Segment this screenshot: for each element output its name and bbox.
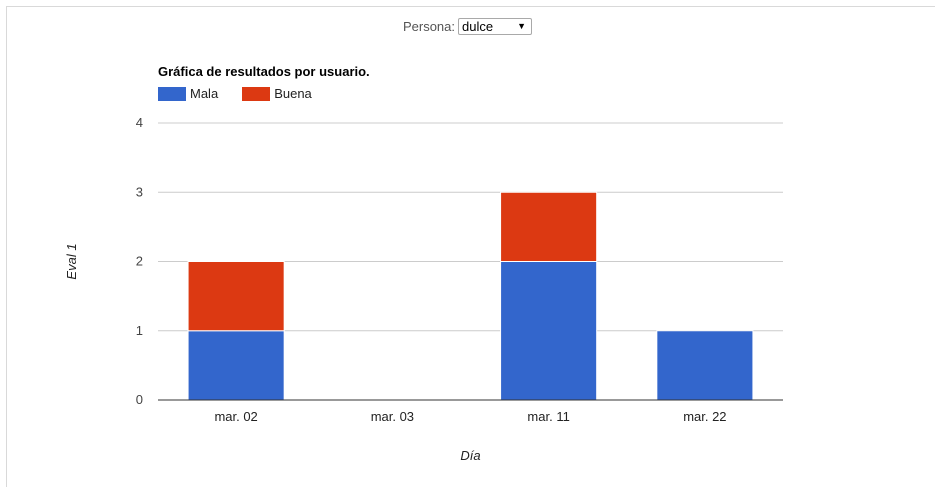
chart-frame xyxy=(6,6,935,487)
y-tick-label: 1 xyxy=(136,323,143,338)
bar-mala-0[interactable] xyxy=(187,330,285,401)
legend-swatch-buena xyxy=(242,86,271,101)
y-tick-label: 0 xyxy=(136,392,143,407)
y-tick-label: 3 xyxy=(136,184,143,199)
chart-title: Gráfica de resultados por usuario. xyxy=(158,64,370,79)
person-select-value: dulce xyxy=(462,19,494,34)
legend-item-buena[interactable]: Buena xyxy=(242,86,312,101)
person-filter: Persona: dulce ▼ xyxy=(0,18,935,35)
x-tick-label: mar. 22 xyxy=(683,409,726,424)
chart-legend: Mala Buena xyxy=(158,86,336,101)
bar-buena-2[interactable] xyxy=(500,191,598,262)
legend-item-mala[interactable]: Mala xyxy=(158,86,218,101)
legend-label-buena: Buena xyxy=(274,86,312,101)
x-axis-title: Día xyxy=(460,448,480,463)
bar-buena-0[interactable] xyxy=(187,261,285,332)
y-tick-label: 4 xyxy=(136,115,143,130)
y-tick-label: 2 xyxy=(136,254,143,269)
dropdown-arrow-icon: ▼ xyxy=(517,21,527,31)
x-tick-label: mar. 03 xyxy=(371,409,414,424)
y-axis-title: Eval 1 xyxy=(64,243,79,279)
person-filter-label: Persona: xyxy=(402,19,456,34)
x-tick-label: mar. 11 xyxy=(527,409,569,424)
bar-mala-2[interactable] xyxy=(500,261,598,401)
person-select[interactable]: dulce ▼ xyxy=(458,18,533,35)
legend-label-mala: Mala xyxy=(190,86,219,101)
x-tick-label: mar. 02 xyxy=(214,409,257,424)
legend-swatch-mala xyxy=(158,86,186,101)
bar-mala-3[interactable] xyxy=(656,330,754,401)
